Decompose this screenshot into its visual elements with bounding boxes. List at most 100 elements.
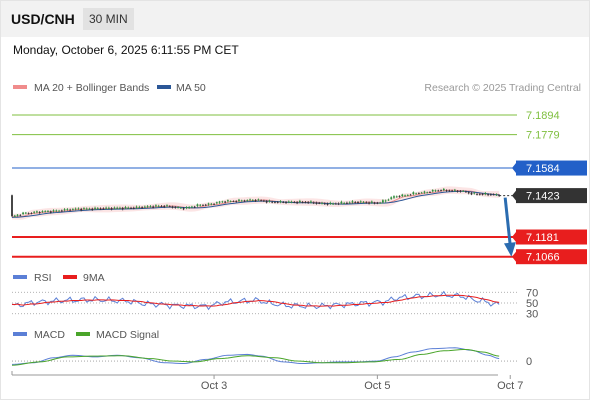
- symbol-title: USD/CNH: [11, 11, 75, 27]
- candle-body: [404, 195, 406, 197]
- candle-body: [323, 203, 326, 205]
- candle-body: [379, 202, 382, 204]
- x-tick-label-0: Oct 3: [201, 380, 227, 392]
- candle-body: [124, 207, 127, 209]
- macd-zero-label: 0: [526, 356, 532, 368]
- candle-body: [33, 211, 36, 213]
- candle-body: [465, 191, 467, 193]
- candle-body: [213, 203, 215, 205]
- candle-body: [437, 190, 440, 192]
- candle-body: [36, 211, 38, 213]
- candle-body: [246, 200, 249, 201]
- candle-body: [49, 211, 52, 213]
- candle-body: [55, 210, 58, 212]
- candle-body: [185, 207, 188, 209]
- candle-body: [337, 203, 340, 205]
- candle-body: [257, 199, 260, 201]
- candle-body: [83, 208, 85, 210]
- candle-body: [210, 203, 213, 205]
- macd-line: [11, 347, 500, 365]
- candle-body: [107, 207, 110, 209]
- candle-body: [434, 190, 437, 192]
- candle-body: [318, 203, 321, 204]
- candle-body: [196, 204, 199, 207]
- candle-body: [143, 206, 146, 208]
- candle-body: [119, 207, 121, 209]
- candle-body: [121, 208, 124, 210]
- candle-body: [85, 208, 88, 210]
- candle-body: [287, 201, 290, 203]
- forecast-arrow-head: [503, 242, 516, 257]
- candle-body: [271, 201, 274, 203]
- x-tick-label-1: Oct 5: [364, 380, 390, 392]
- candle-body: [77, 208, 80, 210]
- level-label-resistance-1: 7.1779: [526, 130, 560, 142]
- candle-body: [348, 202, 351, 204]
- candle-body: [24, 212, 27, 214]
- candle-body: [19, 214, 22, 216]
- candle-body: [409, 194, 412, 196]
- candle-body: [285, 202, 287, 204]
- candle-body: [310, 201, 312, 203]
- candle-body: [66, 209, 69, 210]
- candle-body: [221, 201, 224, 203]
- candle-body: [113, 207, 116, 209]
- level-box-arrow-3: [512, 190, 516, 201]
- rsi-level-label-30: 30: [526, 309, 538, 321]
- level-box-arrow-2: [512, 163, 516, 174]
- candle-body: [478, 194, 481, 195]
- candle-body: [298, 200, 301, 203]
- candle-body: [202, 204, 204, 206]
- candle-body: [332, 203, 334, 205]
- candle-body: [22, 212, 24, 214]
- candle-body: [80, 208, 83, 211]
- rsi-ma-legend-label: 9MA: [83, 272, 105, 284]
- candle-body: [102, 208, 105, 210]
- candle-body: [127, 207, 130, 209]
- candle-body: [152, 206, 155, 208]
- candle-body: [417, 193, 420, 194]
- candle-body: [293, 202, 296, 203]
- candle-body: [182, 208, 185, 210]
- candle-body: [135, 206, 138, 208]
- candle-body: [301, 202, 304, 203]
- candle-body: [440, 190, 442, 191]
- candle-body: [141, 207, 143, 209]
- ma50-legend-swatch: [157, 85, 171, 89]
- candle-body: [481, 194, 484, 195]
- candle-body: [312, 202, 315, 204]
- candle-body: [265, 201, 268, 203]
- candle-body: [362, 202, 365, 203]
- candle-body: [429, 191, 431, 193]
- candle-body: [354, 202, 357, 204]
- candle-body: [412, 192, 415, 195]
- timeframe-button[interactable]: 30 MIN: [83, 8, 134, 30]
- candle-body: [47, 211, 49, 212]
- candle-body: [315, 202, 318, 204]
- candle-body: [13, 215, 16, 217]
- candle-body: [41, 211, 44, 213]
- rsi-ma-legend-swatch: [63, 275, 77, 279]
- candle-body: [279, 201, 282, 203]
- candle-body: [420, 192, 423, 194]
- candle-body: [268, 200, 271, 202]
- macd-legend-label: MACD: [34, 329, 65, 341]
- rsi-legend-swatch: [13, 275, 27, 279]
- candle-body: [426, 192, 429, 194]
- candle-body: [251, 199, 254, 201]
- level-label-current-3: 7.1423: [526, 191, 560, 203]
- candle-body: [160, 206, 163, 207]
- candles-group: [11, 188, 501, 218]
- candle-body: [235, 201, 238, 202]
- macd-signal-legend-swatch: [76, 332, 90, 336]
- candle-body: [188, 207, 191, 208]
- candle-body: [63, 209, 66, 211]
- level-label-support-4: 7.1181: [526, 232, 559, 244]
- candle-body: [307, 202, 310, 204]
- candle-body: [171, 206, 174, 208]
- candle-body: [30, 213, 33, 214]
- candle-body: [340, 201, 343, 204]
- candle-body: [177, 207, 179, 208]
